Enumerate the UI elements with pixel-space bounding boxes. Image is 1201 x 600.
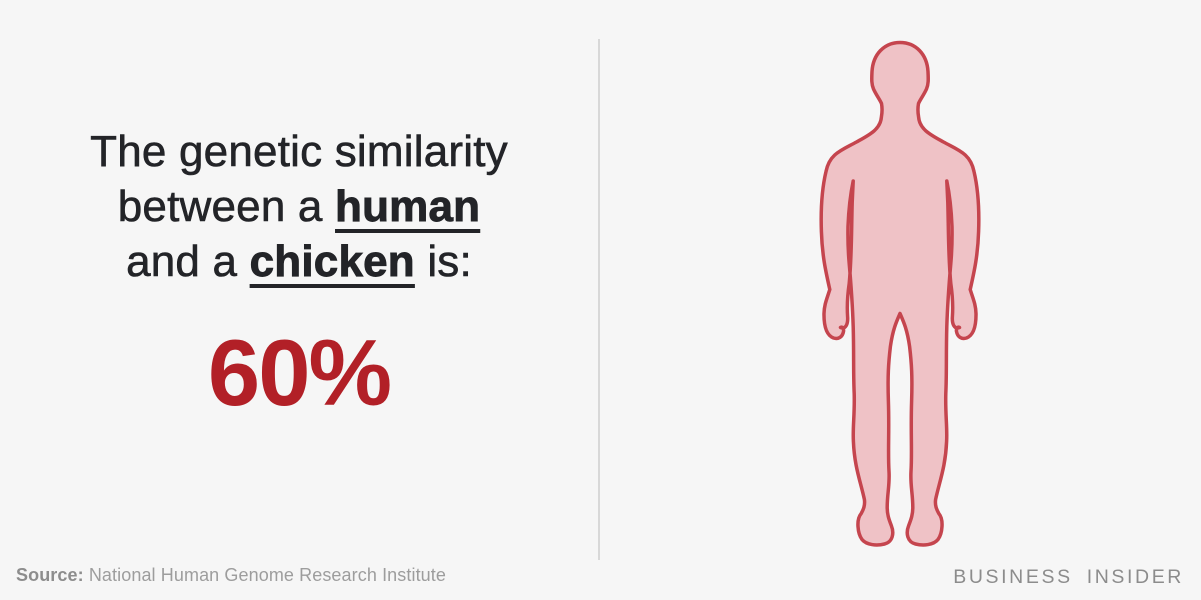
headline-keyword-chicken: chicken (249, 237, 415, 287)
headline-line2-prefix: between a (117, 182, 336, 232)
vertical-divider (598, 39, 600, 560)
business-insider-logo: BUSINESS INSIDER (953, 566, 1184, 588)
headline-line3-suffix: is: (414, 237, 472, 287)
source-label: Source: (16, 565, 84, 585)
human-body-outline (819, 40, 981, 547)
source-text: National Human Genome Research Institute (83, 565, 446, 585)
headline-line1: The genetic similarity (90, 127, 508, 177)
source-line: Source: National Human Genome Research I… (16, 565, 446, 585)
headline-line3-prefix: and a (126, 237, 250, 287)
human-body-illustration (818, 40, 982, 556)
headline-keyword-human: human (335, 182, 481, 232)
stat-value: 60% (207, 320, 392, 425)
human-silhouette-svg (819, 40, 981, 547)
headline: The genetic similarity between a human a… (0, 124, 598, 289)
